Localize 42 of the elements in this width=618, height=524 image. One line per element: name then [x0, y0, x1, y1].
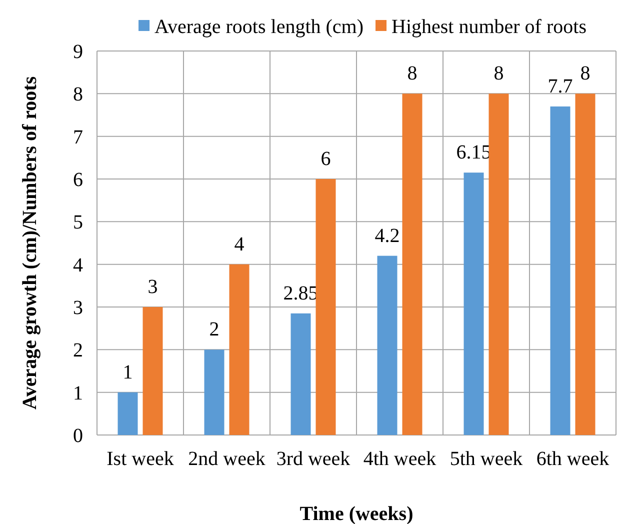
data-label: 6 — [320, 148, 331, 170]
x-tick-label: 6th week — [536, 448, 610, 470]
bar — [575, 94, 596, 435]
bar — [229, 264, 250, 435]
data-label: 7.7 — [548, 75, 573, 98]
bar — [377, 256, 398, 435]
y-tick-label: 9 — [73, 41, 83, 63]
y-tick-label: 5 — [73, 212, 83, 234]
x-tick-label: Ist week — [106, 448, 174, 470]
y-tick-label: 4 — [73, 254, 83, 276]
y-tick-label: 0 — [73, 425, 83, 447]
data-label: 4.2 — [374, 224, 400, 247]
y-tick-label: 6 — [73, 169, 83, 191]
y-tick-label: 1 — [73, 382, 83, 404]
x-tick-label: 3rd week — [276, 448, 350, 470]
data-label: 4 — [234, 233, 244, 256]
data-label: 1 — [122, 361, 133, 384]
bar — [316, 179, 336, 435]
bar — [118, 392, 138, 435]
legend-label: Highest number of roots — [392, 16, 587, 38]
y-tick-label: 7 — [73, 126, 83, 148]
bar — [142, 307, 163, 435]
y-tick-label: 8 — [73, 84, 83, 106]
legend-label: Average roots length (cm) — [154, 16, 364, 38]
bar — [488, 94, 509, 435]
bar — [464, 172, 484, 435]
x-tick-label: 2nd week — [188, 448, 266, 470]
data-label: 2 — [209, 318, 220, 341]
x-axis-title: Time (weeks) — [300, 503, 414, 524]
bar — [550, 106, 570, 435]
y-axis-title: Average growth (cm)/Numbers of roots — [19, 76, 41, 410]
data-label: 8 — [580, 62, 590, 85]
y-tick-label: 3 — [73, 297, 83, 319]
x-tick-label: 5th week — [450, 448, 523, 470]
data-label: 3 — [148, 276, 158, 298]
y-tick-label: 2 — [73, 340, 83, 362]
bar — [402, 94, 422, 435]
data-label: 8 — [494, 62, 504, 85]
bar — [204, 350, 224, 435]
data-label: 8 — [407, 62, 418, 85]
bar — [290, 313, 311, 435]
x-tick-label: 4th week — [363, 448, 436, 470]
